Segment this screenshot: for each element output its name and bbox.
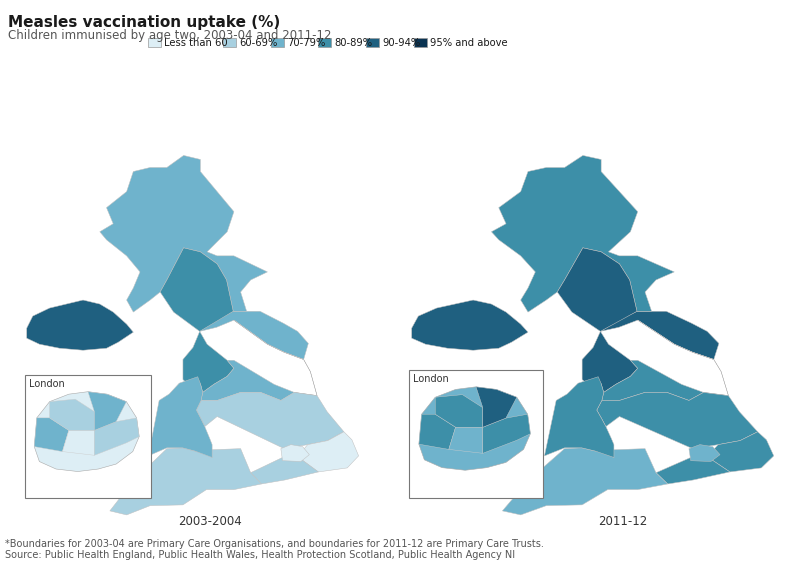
Polygon shape	[656, 456, 730, 484]
Bar	[223, 38, 236, 47]
Polygon shape	[602, 320, 729, 400]
Text: Children immunised by age two, 2003-04 and 2011-12: Children immunised by age two, 2003-04 a…	[8, 29, 331, 42]
Polygon shape	[281, 445, 310, 462]
Polygon shape	[100, 155, 267, 312]
Polygon shape	[412, 300, 528, 350]
Text: 90-94%: 90-94%	[382, 37, 420, 48]
Polygon shape	[250, 456, 318, 484]
Bar	[414, 38, 426, 47]
Polygon shape	[50, 399, 94, 430]
Polygon shape	[707, 431, 774, 472]
Polygon shape	[183, 331, 234, 392]
Polygon shape	[558, 248, 637, 331]
Polygon shape	[62, 430, 94, 455]
Text: Less than 60: Less than 60	[164, 37, 228, 48]
Polygon shape	[26, 300, 134, 350]
Polygon shape	[298, 431, 358, 472]
Text: 2011-12: 2011-12	[598, 515, 647, 528]
FancyBboxPatch shape	[26, 375, 150, 498]
Text: 70-79%: 70-79%	[286, 37, 325, 48]
FancyBboxPatch shape	[410, 370, 542, 498]
Polygon shape	[88, 392, 126, 430]
Text: London: London	[414, 374, 449, 384]
Polygon shape	[582, 331, 638, 392]
Polygon shape	[34, 392, 139, 472]
Polygon shape	[491, 155, 674, 312]
Text: *Boundaries for 2003-04 are Primary Care Organisations, and boundaries for 2011-: *Boundaries for 2003-04 are Primary Care…	[5, 539, 544, 549]
Text: London: London	[29, 379, 65, 389]
Text: 95% and above: 95% and above	[430, 37, 507, 48]
Polygon shape	[196, 392, 344, 448]
Polygon shape	[689, 445, 720, 462]
Bar	[148, 38, 161, 47]
Text: 80-89%: 80-89%	[334, 37, 373, 48]
Polygon shape	[597, 392, 758, 448]
Text: Measles vaccination uptake (%): Measles vaccination uptake (%)	[8, 15, 280, 30]
Polygon shape	[435, 395, 483, 428]
Polygon shape	[545, 376, 614, 458]
Polygon shape	[449, 428, 483, 454]
Polygon shape	[34, 418, 69, 451]
Polygon shape	[110, 448, 262, 515]
Polygon shape	[200, 311, 308, 359]
Text: 60-69%: 60-69%	[239, 37, 278, 48]
Text: Source: Public Health England, Public Health Wales, Health Protection Scotland, : Source: Public Health England, Public He…	[5, 550, 515, 560]
Polygon shape	[502, 448, 668, 515]
Polygon shape	[483, 414, 530, 454]
Polygon shape	[160, 248, 234, 331]
Polygon shape	[419, 387, 530, 470]
Polygon shape	[601, 311, 719, 359]
Text: 2003-2004: 2003-2004	[178, 515, 242, 528]
Polygon shape	[149, 376, 212, 458]
Polygon shape	[94, 418, 139, 455]
Bar	[318, 38, 331, 47]
Bar	[270, 38, 284, 47]
Polygon shape	[201, 320, 317, 400]
Bar	[366, 38, 379, 47]
Polygon shape	[419, 414, 456, 450]
Polygon shape	[476, 387, 517, 428]
